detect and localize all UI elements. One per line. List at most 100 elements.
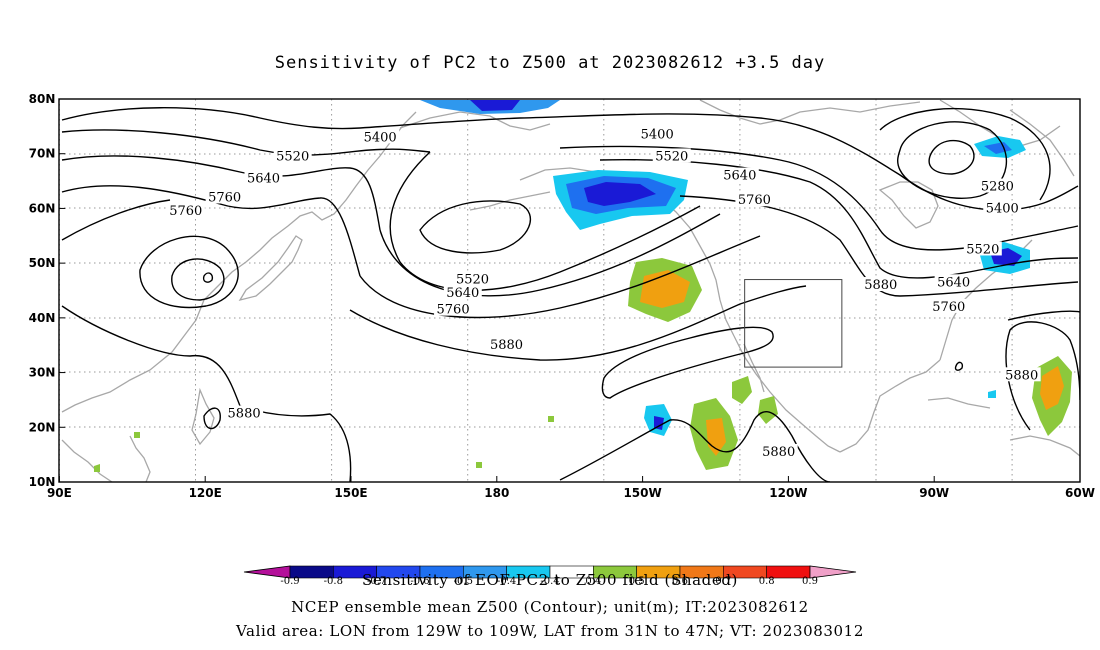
colorbar-tick-label: -0.4 [497, 576, 516, 587]
shade-negative-bermuda [988, 390, 996, 398]
lon-tick-label: 120W [769, 486, 807, 500]
contour-label-bg [735, 192, 774, 207]
contour-label-bg [487, 337, 526, 352]
lat-tick-label: 20N [29, 420, 56, 434]
contour-5880-small [954, 361, 964, 371]
contour-label: 5880 [762, 445, 795, 460]
lat-tick-label: 50N [29, 256, 56, 270]
colorbar-tick-label: 0.6 [672, 576, 688, 587]
shade-negative-arctic-core [470, 100, 520, 111]
coastline-baja [743, 343, 765, 393]
contour-labels: 5400552056405760576054005520564057605520… [166, 126, 1041, 460]
contour-5880-ring [202, 272, 214, 283]
contour-label-bg [273, 148, 312, 163]
contour-label: 5520 [966, 242, 999, 257]
valid-area-box [744, 279, 843, 368]
shade-positive-mexico [732, 376, 778, 424]
contour-label-bg [934, 274, 973, 289]
contour-label-bg [720, 167, 759, 182]
coastline-japan [238, 235, 303, 302]
colorbar-tick-label: -0.4 [540, 576, 559, 587]
contour-label: 5400 [364, 130, 397, 145]
contour-label-bg [963, 241, 1002, 256]
footer-line-2: NCEP ensemble mean Z500 (Contour); unit(… [291, 598, 809, 616]
footer-line-1: Sensitivity of EOF PC2 to Z500 field (Sh… [362, 571, 738, 589]
coastline-west-america [733, 335, 841, 453]
coastline-gulf-mexico [839, 359, 941, 453]
contour-5400-low [897, 121, 1008, 199]
lat-tick-label: 70N [29, 147, 56, 161]
shade-positive-atlantic-core [1040, 366, 1064, 410]
colorbar-tick-label: 0.7 [715, 576, 731, 587]
contour-label-bg [983, 200, 1022, 215]
contour-label-bg [638, 126, 677, 141]
contour-label-bg [929, 298, 968, 313]
contour-5520-east [559, 145, 1079, 251]
longitude-axis: 90E 120E 150E 180 150W 120W 90W 60W [47, 476, 1095, 500]
lon-tick-label: 90E [47, 486, 72, 500]
colorbar-tick-label: 0.4 [585, 576, 601, 587]
sensitivity-shading [94, 100, 1072, 472]
contour-label-bg [453, 271, 492, 286]
contour-label: 5640 [247, 171, 280, 186]
coastline-hudson-bay [878, 181, 939, 229]
lon-tick-label: 150W [623, 486, 661, 500]
contour-5880-tropical [559, 411, 831, 482]
lat-tick-label: 30N [29, 366, 56, 380]
lat-tick-label: 80N [29, 92, 56, 106]
contour-label: 5640 [446, 286, 479, 301]
contour-5400-west [61, 107, 521, 130]
latitude-axis: 80N 70N 60N 50N 40N 30N 20N 10N [29, 92, 66, 489]
lat-tick-label: 40N [29, 311, 56, 325]
contour-label: 5520 [655, 149, 688, 164]
contour-label: 5760 [738, 193, 771, 208]
contour-label-bg [759, 443, 798, 458]
contour-label-bg [652, 148, 691, 163]
coastline-south-america [1009, 435, 1080, 457]
coastline-caribbean [927, 397, 991, 409]
contour-label: 5760 [208, 190, 241, 205]
contour-label-bg [861, 277, 900, 292]
contour-label-bg [225, 405, 264, 420]
contour-label: 5520 [276, 149, 309, 164]
contour-5760-dip [359, 235, 761, 319]
contour-label: 5400 [641, 128, 674, 143]
colorbar: -0.9 -0.8 -0.7 -0.6 -0.5 -0.4 -0.4 0.4 0.5 0.6 0.7… [243, 565, 857, 587]
contour-label-bg [1002, 367, 1041, 382]
lat-tick-label: 10N [29, 475, 56, 489]
contour-5880-east-pacific [349, 285, 807, 399]
contour-label-bg [166, 203, 205, 218]
colorbar-tick-label: 0.9 [802, 576, 818, 587]
contour-label: 5520 [456, 273, 489, 288]
contour-label: 5760 [932, 300, 965, 315]
contour-label: 5760 [169, 204, 202, 219]
contour-5640-east [599, 159, 1079, 279]
contour-5520-low [879, 107, 1051, 201]
contour-label: 5880 [864, 278, 897, 293]
contour-label-bg [205, 189, 244, 204]
colorbar-tick-label: -0.8 [324, 576, 343, 587]
colorbar-tick-label: -0.6 [410, 576, 429, 587]
z500-contours [61, 107, 1080, 482]
contour-5640-dip [379, 213, 721, 297]
contour-label: 5640 [723, 169, 756, 184]
contour-label-bg [361, 129, 400, 144]
map-title: Sensitivity of PC2 to Z500 at 2023082612… [275, 53, 826, 73]
contour-label: 5280 [981, 180, 1014, 195]
lon-tick-label: 120E [189, 486, 222, 500]
lon-tick-label: 60W [1065, 486, 1095, 500]
colorbar-tick-label: -0.9 [280, 576, 299, 587]
map-plot-area: 5400552056405760576054005520564057605520… [59, 99, 1080, 482]
contour-label: 5880 [490, 338, 523, 353]
shade-negative-gulf-alaska-core [584, 182, 656, 206]
lon-tick-label: 180 [484, 486, 509, 500]
shade-positive-specks [94, 416, 554, 472]
lon-tick-label: 90W [919, 486, 949, 500]
coastline-indochina [61, 435, 151, 482]
coastline-aleutians [469, 191, 551, 211]
contour-label-bg [244, 170, 283, 185]
coastline-alaska [519, 167, 735, 337]
coastline-east-asia [61, 111, 417, 413]
contour-label: 5880 [228, 407, 261, 422]
